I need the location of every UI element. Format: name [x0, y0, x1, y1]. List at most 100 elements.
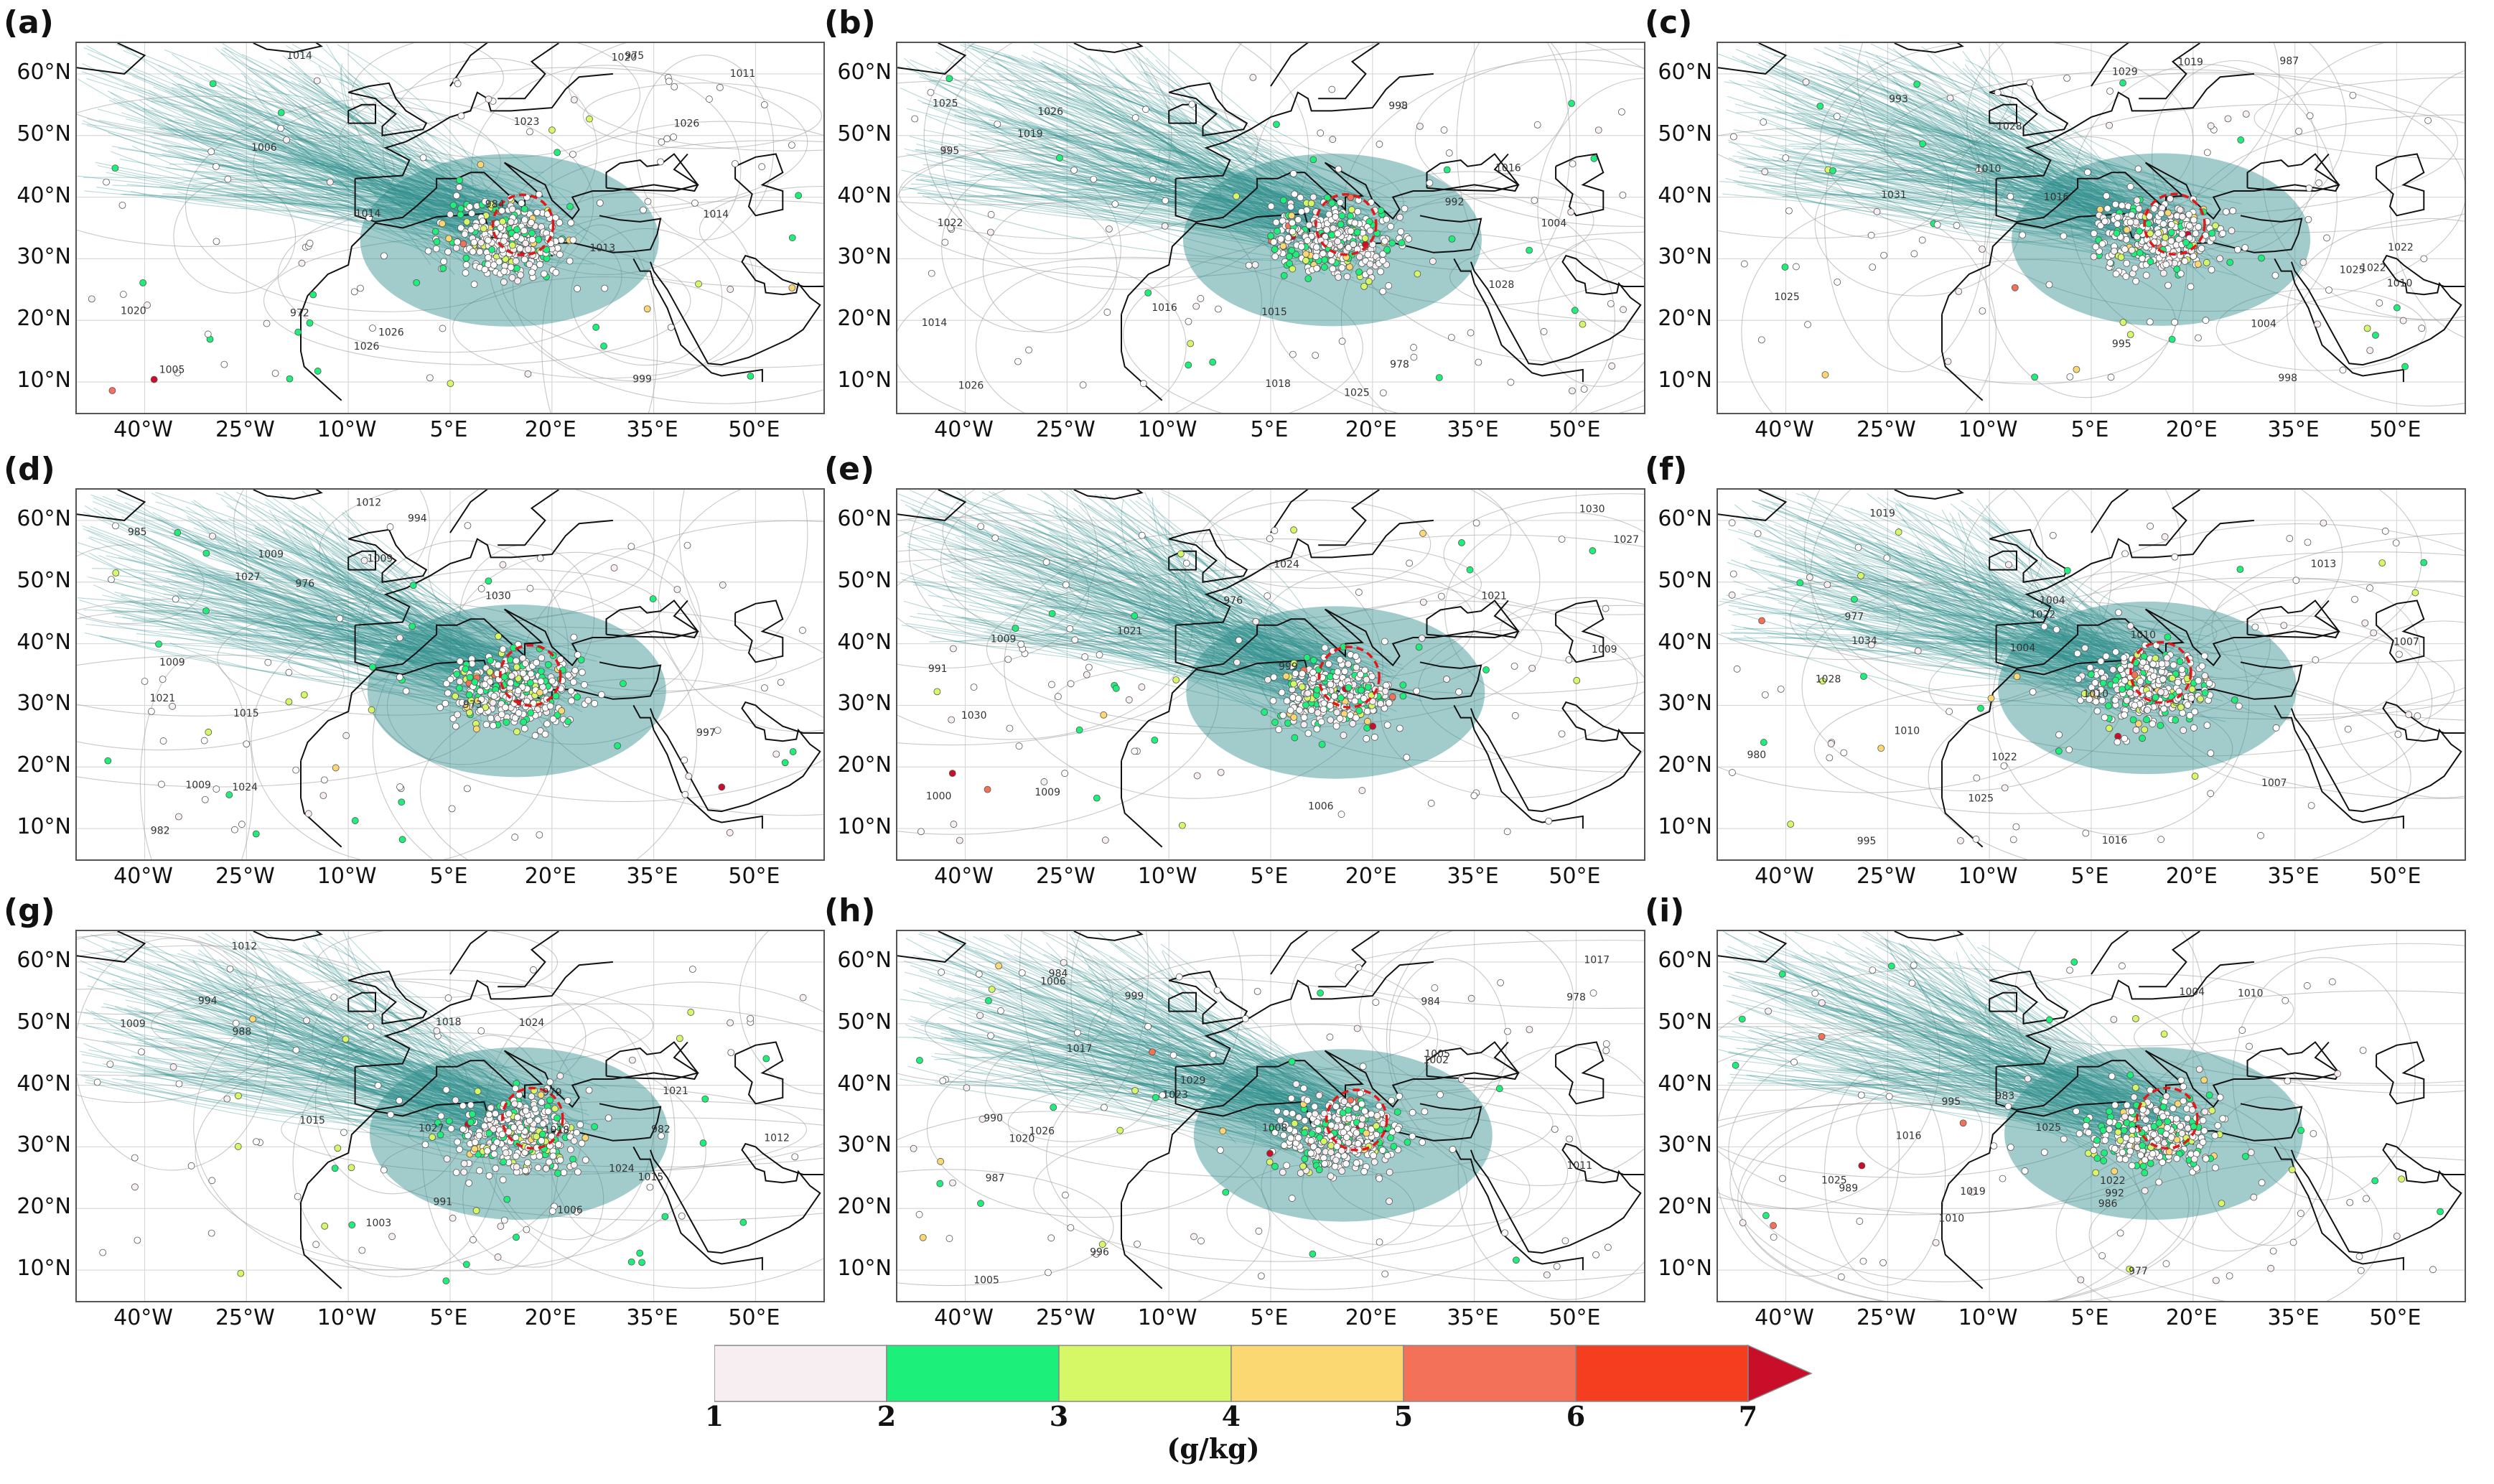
station-marker — [1040, 778, 1048, 785]
station-marker — [1760, 739, 1767, 746]
isobar-line — [897, 131, 1404, 279]
trajectory — [179, 592, 490, 673]
trajectory — [1954, 625, 2100, 674]
station-marker — [1297, 194, 1304, 202]
trajectory — [928, 80, 1324, 225]
trajectory — [1783, 155, 2148, 222]
isobar-label: 1010 — [1976, 163, 2002, 174]
station-marker — [515, 709, 523, 717]
trajectory — [128, 1075, 477, 1094]
trajectory — [256, 89, 587, 233]
station-marker — [1271, 719, 1279, 726]
isobar-label: 991 — [928, 663, 948, 675]
trajectory — [261, 100, 513, 245]
trajectory — [185, 506, 504, 651]
station-marker — [2190, 216, 2198, 224]
station-marker — [2182, 238, 2190, 246]
trajectory — [1867, 493, 2131, 681]
station-marker — [1558, 730, 1566, 738]
station-marker — [795, 192, 803, 200]
trajectory — [1738, 607, 2119, 678]
station-marker — [1012, 625, 1019, 633]
trajectory — [1767, 587, 2121, 680]
trajectory — [1162, 526, 1350, 686]
isobar-label: 987 — [2279, 55, 2299, 67]
trajectory — [1040, 60, 1386, 185]
lat-tick-label: 30°N — [837, 691, 892, 717]
trajectory — [1126, 620, 1303, 681]
isobar-line — [1928, 620, 2455, 757]
isobar-line — [77, 544, 205, 625]
trajectory — [1832, 156, 2117, 206]
station-marker — [2121, 734, 2129, 742]
trajectory — [1818, 66, 2156, 232]
station-marker — [306, 239, 314, 247]
isobar-line — [897, 516, 1089, 669]
station-marker — [1358, 787, 1366, 794]
trajectory — [254, 95, 466, 220]
station-marker — [500, 278, 508, 286]
coastline — [1995, 153, 2340, 223]
trajectory — [121, 594, 511, 666]
trajectory — [338, 1000, 589, 1116]
isobar-line — [419, 678, 823, 859]
trajectory — [984, 631, 1319, 687]
trajectory — [1014, 535, 1393, 679]
station-marker — [443, 680, 450, 688]
station-marker — [1426, 179, 1434, 187]
trajectory — [77, 551, 460, 672]
trajectory — [193, 1066, 533, 1114]
trajectory — [1924, 592, 2153, 678]
coastline — [253, 931, 323, 941]
station-marker — [424, 247, 432, 255]
isobar-line — [679, 490, 808, 651]
station-marker — [917, 828, 925, 836]
station-marker — [445, 235, 453, 243]
trajectory — [1737, 184, 2142, 238]
trajectory — [107, 579, 486, 655]
trajectory — [996, 142, 1325, 216]
station-marker — [520, 724, 528, 732]
station-marker — [2257, 831, 2264, 839]
station-marker — [2131, 671, 2139, 678]
trajectory — [1987, 518, 2150, 664]
isobar-line — [471, 65, 742, 276]
station-marker — [1816, 102, 1824, 110]
isobar-line — [1789, 585, 1901, 651]
coastline — [649, 701, 823, 813]
station-marker — [2226, 258, 2234, 266]
trajectory — [93, 584, 467, 706]
station-marker — [487, 657, 494, 664]
trajectory — [989, 108, 1284, 224]
trajectory — [1133, 571, 1326, 678]
trajectory — [950, 620, 1327, 672]
station-marker — [1851, 595, 1858, 603]
lon-tick-label: 10°W — [1958, 864, 2018, 889]
station-marker — [1350, 241, 1357, 248]
station-marker — [2115, 609, 2122, 617]
trajectory — [1725, 177, 2135, 257]
isobar-line — [1221, 43, 1571, 198]
trajectory — [980, 156, 1304, 245]
trajectory — [1743, 518, 2102, 686]
coastline — [1175, 519, 1434, 626]
lon-tick-label: 20°E — [524, 864, 576, 889]
station-marker — [1292, 251, 1300, 258]
trajectory — [179, 991, 497, 1137]
station-marker — [1804, 321, 1811, 328]
trajectory — [1778, 602, 2161, 688]
station-marker — [2073, 650, 2081, 658]
trajectory — [911, 580, 1333, 719]
station-marker — [1289, 228, 1297, 235]
station-marker — [477, 585, 485, 592]
station-marker — [1919, 140, 1927, 148]
trajectory — [1783, 617, 2088, 681]
trajectory — [1941, 103, 2070, 244]
trajectory — [1141, 592, 1403, 666]
trajectory — [97, 108, 480, 206]
trajectory — [937, 45, 1327, 213]
trajectory — [1760, 540, 2162, 691]
station-marker — [111, 164, 119, 172]
isobar-label: 1030 — [1579, 504, 1605, 515]
